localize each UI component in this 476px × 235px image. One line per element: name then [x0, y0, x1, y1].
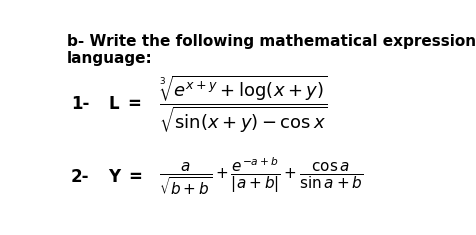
- Text: 2-: 2-: [70, 168, 89, 186]
- Text: b- Write the following mathematical expressions in Visual Basic
language:: b- Write the following mathematical expr…: [67, 34, 476, 66]
- Text: $\dfrac{\sqrt[3]{e^{x+y}+\log(x+y)}}{\sqrt{\sin(x+y)-\cos x}}$: $\dfrac{\sqrt[3]{e^{x+y}+\log(x+y)}}{\sq…: [159, 73, 327, 135]
- Text: 1-: 1-: [70, 95, 89, 113]
- Text: $\mathbf{Y\ =}$: $\mathbf{Y\ =}$: [108, 168, 142, 186]
- Text: $\dfrac{a}{\sqrt{b+b}}+\dfrac{e^{-a+b}}{|a+b|}+\dfrac{\cos a}{\sin a+b}$: $\dfrac{a}{\sqrt{b+b}}+\dfrac{e^{-a+b}}{…: [159, 156, 363, 197]
- Text: $\mathbf{L\ =}$: $\mathbf{L\ =}$: [108, 95, 141, 113]
